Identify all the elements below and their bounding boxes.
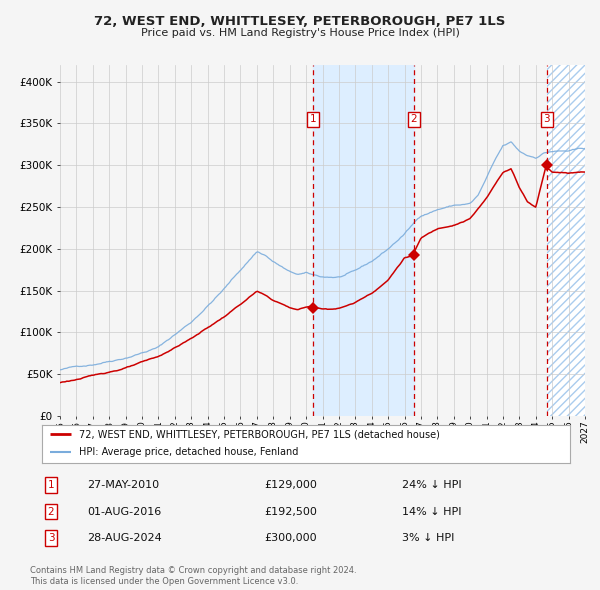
Text: HPI: Average price, detached house, Fenland: HPI: Average price, detached house, Fenl… xyxy=(79,447,298,457)
Text: 1: 1 xyxy=(47,480,55,490)
Text: £300,000: £300,000 xyxy=(264,533,317,543)
Text: 3: 3 xyxy=(543,114,550,124)
Text: Price paid vs. HM Land Registry's House Price Index (HPI): Price paid vs. HM Land Registry's House … xyxy=(140,28,460,38)
Text: This data is licensed under the Open Government Licence v3.0.: This data is licensed under the Open Gov… xyxy=(30,577,298,586)
Text: 28-AUG-2024: 28-AUG-2024 xyxy=(87,533,162,543)
Text: £129,000: £129,000 xyxy=(264,480,317,490)
Bar xyxy=(547,65,585,416)
Text: 01-AUG-2016: 01-AUG-2016 xyxy=(87,507,161,516)
Bar xyxy=(313,65,414,416)
Text: 3: 3 xyxy=(47,533,55,543)
Text: 14% ↓ HPI: 14% ↓ HPI xyxy=(402,507,461,516)
Text: Contains HM Land Registry data © Crown copyright and database right 2024.: Contains HM Land Registry data © Crown c… xyxy=(30,566,356,575)
Text: 3% ↓ HPI: 3% ↓ HPI xyxy=(402,533,454,543)
Text: 2: 2 xyxy=(411,114,418,124)
Text: 1: 1 xyxy=(310,114,316,124)
Text: 27-MAY-2010: 27-MAY-2010 xyxy=(87,480,159,490)
Text: £192,500: £192,500 xyxy=(264,507,317,516)
Text: 24% ↓ HPI: 24% ↓ HPI xyxy=(402,480,461,490)
Text: 72, WEST END, WHITTLESEY, PETERBOROUGH, PE7 1LS (detached house): 72, WEST END, WHITTLESEY, PETERBOROUGH, … xyxy=(79,430,440,440)
Text: 2: 2 xyxy=(47,507,55,516)
Text: 72, WEST END, WHITTLESEY, PETERBOROUGH, PE7 1LS: 72, WEST END, WHITTLESEY, PETERBOROUGH, … xyxy=(94,15,506,28)
